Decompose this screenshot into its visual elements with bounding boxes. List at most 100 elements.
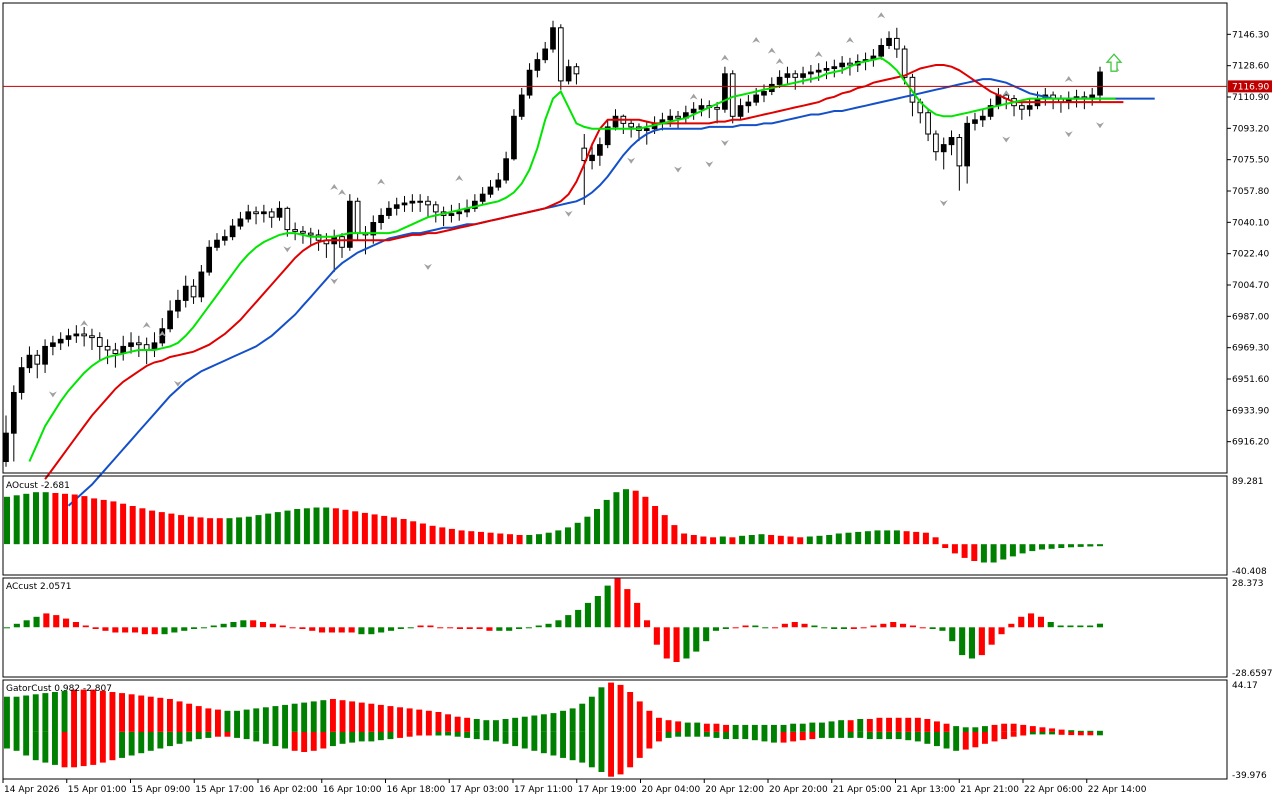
candle[interactable]	[10, 385, 17, 462]
gator-upper-bar	[1039, 727, 1046, 732]
price-pane[interactable]: 7146.30 7128.60 7110.90 7093.20 7075.50 7057.…	[2, 2, 1272, 507]
candle[interactable]	[425, 195, 431, 218]
candle[interactable]	[81, 326, 87, 347]
candle[interactable]	[495, 172, 502, 191]
candle[interactable]	[604, 119, 611, 149]
candle[interactable]	[89, 328, 95, 350]
candle[interactable]	[948, 130, 955, 156]
candle[interactable]	[518, 87, 525, 120]
candle[interactable]	[776, 70, 783, 88]
candle[interactable]	[448, 204, 455, 223]
candle[interactable]	[370, 215, 377, 244]
candle[interactable]	[128, 332, 134, 354]
candle[interactable]	[573, 63, 580, 85]
candle[interactable]	[487, 180, 494, 198]
candle[interactable]	[893, 27, 900, 58]
candle[interactable]	[245, 204, 252, 223]
candle[interactable]	[409, 194, 416, 212]
candle[interactable]	[472, 194, 478, 212]
candle[interactable]	[901, 45, 908, 85]
gator-lower-bar	[243, 732, 250, 740]
candle[interactable]	[432, 201, 439, 223]
candle[interactable]	[261, 204, 267, 223]
candle[interactable]	[933, 130, 939, 161]
candle[interactable]	[956, 133, 963, 191]
candle[interactable]	[135, 335, 142, 358]
candle[interactable]	[737, 98, 744, 120]
candle[interactable]	[534, 52, 541, 78]
candle[interactable]	[378, 208, 384, 230]
candle[interactable]	[722, 66, 728, 113]
candle[interactable]	[784, 66, 791, 85]
candle[interactable]	[987, 98, 994, 120]
candle[interactable]	[745, 95, 752, 113]
candle-body-bull	[847, 62, 853, 66]
candle[interactable]	[214, 233, 220, 251]
candle[interactable]	[65, 328, 72, 347]
candle[interactable]	[221, 229, 228, 246]
candle[interactable]	[1019, 102, 1025, 120]
candle[interactable]	[761, 84, 767, 103]
candle[interactable]	[581, 133, 588, 205]
candle[interactable]	[42, 339, 48, 373]
candle[interactable]	[206, 240, 213, 276]
candle[interactable]	[886, 31, 892, 50]
candle[interactable]	[182, 275, 189, 308]
candle[interactable]	[503, 151, 509, 184]
candle[interactable]	[386, 201, 392, 219]
candle[interactable]	[557, 24, 564, 90]
candle[interactable]	[479, 187, 486, 205]
candle[interactable]	[3, 415, 9, 467]
candle[interactable]	[526, 63, 533, 99]
candle[interactable]	[175, 289, 181, 319]
up-arrow-icon[interactable]	[1105, 53, 1123, 72]
ac-pane[interactable]: 28.373 -28.6597	[2, 577, 1272, 679]
candle[interactable]	[698, 98, 705, 117]
candle[interactable]	[73, 325, 80, 343]
ao-pane[interactable]: 89.281 -40.408	[2, 475, 1267, 577]
candle[interactable]	[597, 137, 603, 166]
candle[interactable]	[823, 61, 830, 80]
candle[interactable]	[393, 197, 400, 216]
candle[interactable]	[1097, 66, 1103, 103]
candle[interactable]	[284, 206, 291, 237]
candle[interactable]	[292, 222, 298, 241]
candle[interactable]	[96, 332, 103, 361]
candle[interactable]	[565, 59, 572, 85]
candle[interactable]	[456, 203, 463, 221]
candle[interactable]	[878, 38, 885, 60]
candle[interactable]	[417, 194, 424, 212]
candle[interactable]	[50, 335, 56, 356]
candle[interactable]	[511, 109, 517, 161]
candle[interactable]	[18, 357, 25, 400]
candle[interactable]	[237, 211, 244, 230]
candle[interactable]	[542, 41, 549, 64]
candle[interactable]	[339, 233, 345, 258]
candle[interactable]	[550, 20, 556, 53]
candle[interactable]	[940, 137, 947, 170]
candle[interactable]	[925, 109, 931, 142]
candle[interactable]	[276, 201, 283, 221]
candle[interactable]	[26, 346, 33, 373]
candle[interactable]	[57, 332, 64, 350]
candle[interactable]	[198, 264, 205, 303]
candle[interactable]	[690, 102, 697, 120]
candle-body-bear	[448, 213, 455, 216]
candle[interactable]	[167, 300, 173, 333]
candle[interactable]	[972, 112, 978, 131]
candle[interactable]	[714, 102, 720, 124]
candle[interactable]	[346, 194, 353, 251]
candle[interactable]	[190, 279, 197, 304]
candle[interactable]	[979, 109, 986, 127]
candle[interactable]	[34, 349, 41, 379]
candle[interactable]	[401, 195, 408, 212]
candle[interactable]	[268, 208, 275, 228]
candle[interactable]	[964, 116, 971, 184]
candle[interactable]	[831, 59, 838, 78]
candle[interactable]	[253, 206, 259, 225]
gator-pane[interactable]: 44.17 -39.976	[2, 679, 1267, 781]
candle[interactable]	[229, 218, 236, 241]
candle[interactable]	[104, 339, 111, 365]
